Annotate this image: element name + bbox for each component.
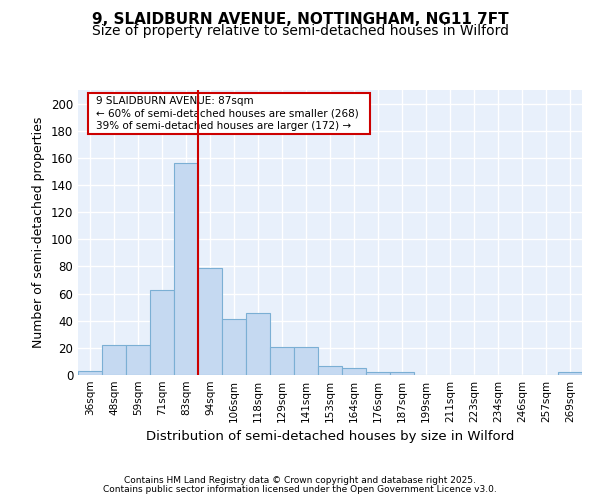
Bar [246, 312, 270, 375]
Bar [318, 366, 342, 375]
X-axis label: Distribution of semi-detached houses by size in Wilford: Distribution of semi-detached houses by … [146, 430, 514, 444]
Text: 9, SLAIDBURN AVENUE, NOTTINGHAM, NG11 7FT: 9, SLAIDBURN AVENUE, NOTTINGHAM, NG11 7F… [92, 12, 508, 28]
Bar [174, 164, 198, 375]
Text: Contains HM Land Registry data © Crown copyright and database right 2025.: Contains HM Land Registry data © Crown c… [124, 476, 476, 485]
Text: 9 SLAIDBURN AVENUE: 87sqm: 9 SLAIDBURN AVENUE: 87sqm [95, 96, 253, 106]
Bar [78, 371, 102, 375]
Bar [102, 345, 126, 375]
Bar [294, 346, 318, 375]
Bar [558, 372, 582, 375]
Text: Size of property relative to semi-detached houses in Wilford: Size of property relative to semi-detach… [91, 24, 509, 38]
FancyBboxPatch shape [88, 93, 370, 134]
Bar [342, 368, 366, 375]
Bar [150, 290, 174, 375]
Bar [222, 320, 246, 375]
Text: ← 60% of semi-detached houses are smaller (268): ← 60% of semi-detached houses are smalle… [95, 109, 358, 119]
Y-axis label: Number of semi-detached properties: Number of semi-detached properties [32, 117, 45, 348]
Text: 39% of semi-detached houses are larger (172) →: 39% of semi-detached houses are larger (… [95, 122, 351, 132]
Bar [198, 268, 222, 375]
Bar [270, 346, 294, 375]
Text: Contains public sector information licensed under the Open Government Licence v3: Contains public sector information licen… [103, 485, 497, 494]
Bar [390, 372, 414, 375]
Bar [366, 372, 390, 375]
Bar [126, 345, 150, 375]
